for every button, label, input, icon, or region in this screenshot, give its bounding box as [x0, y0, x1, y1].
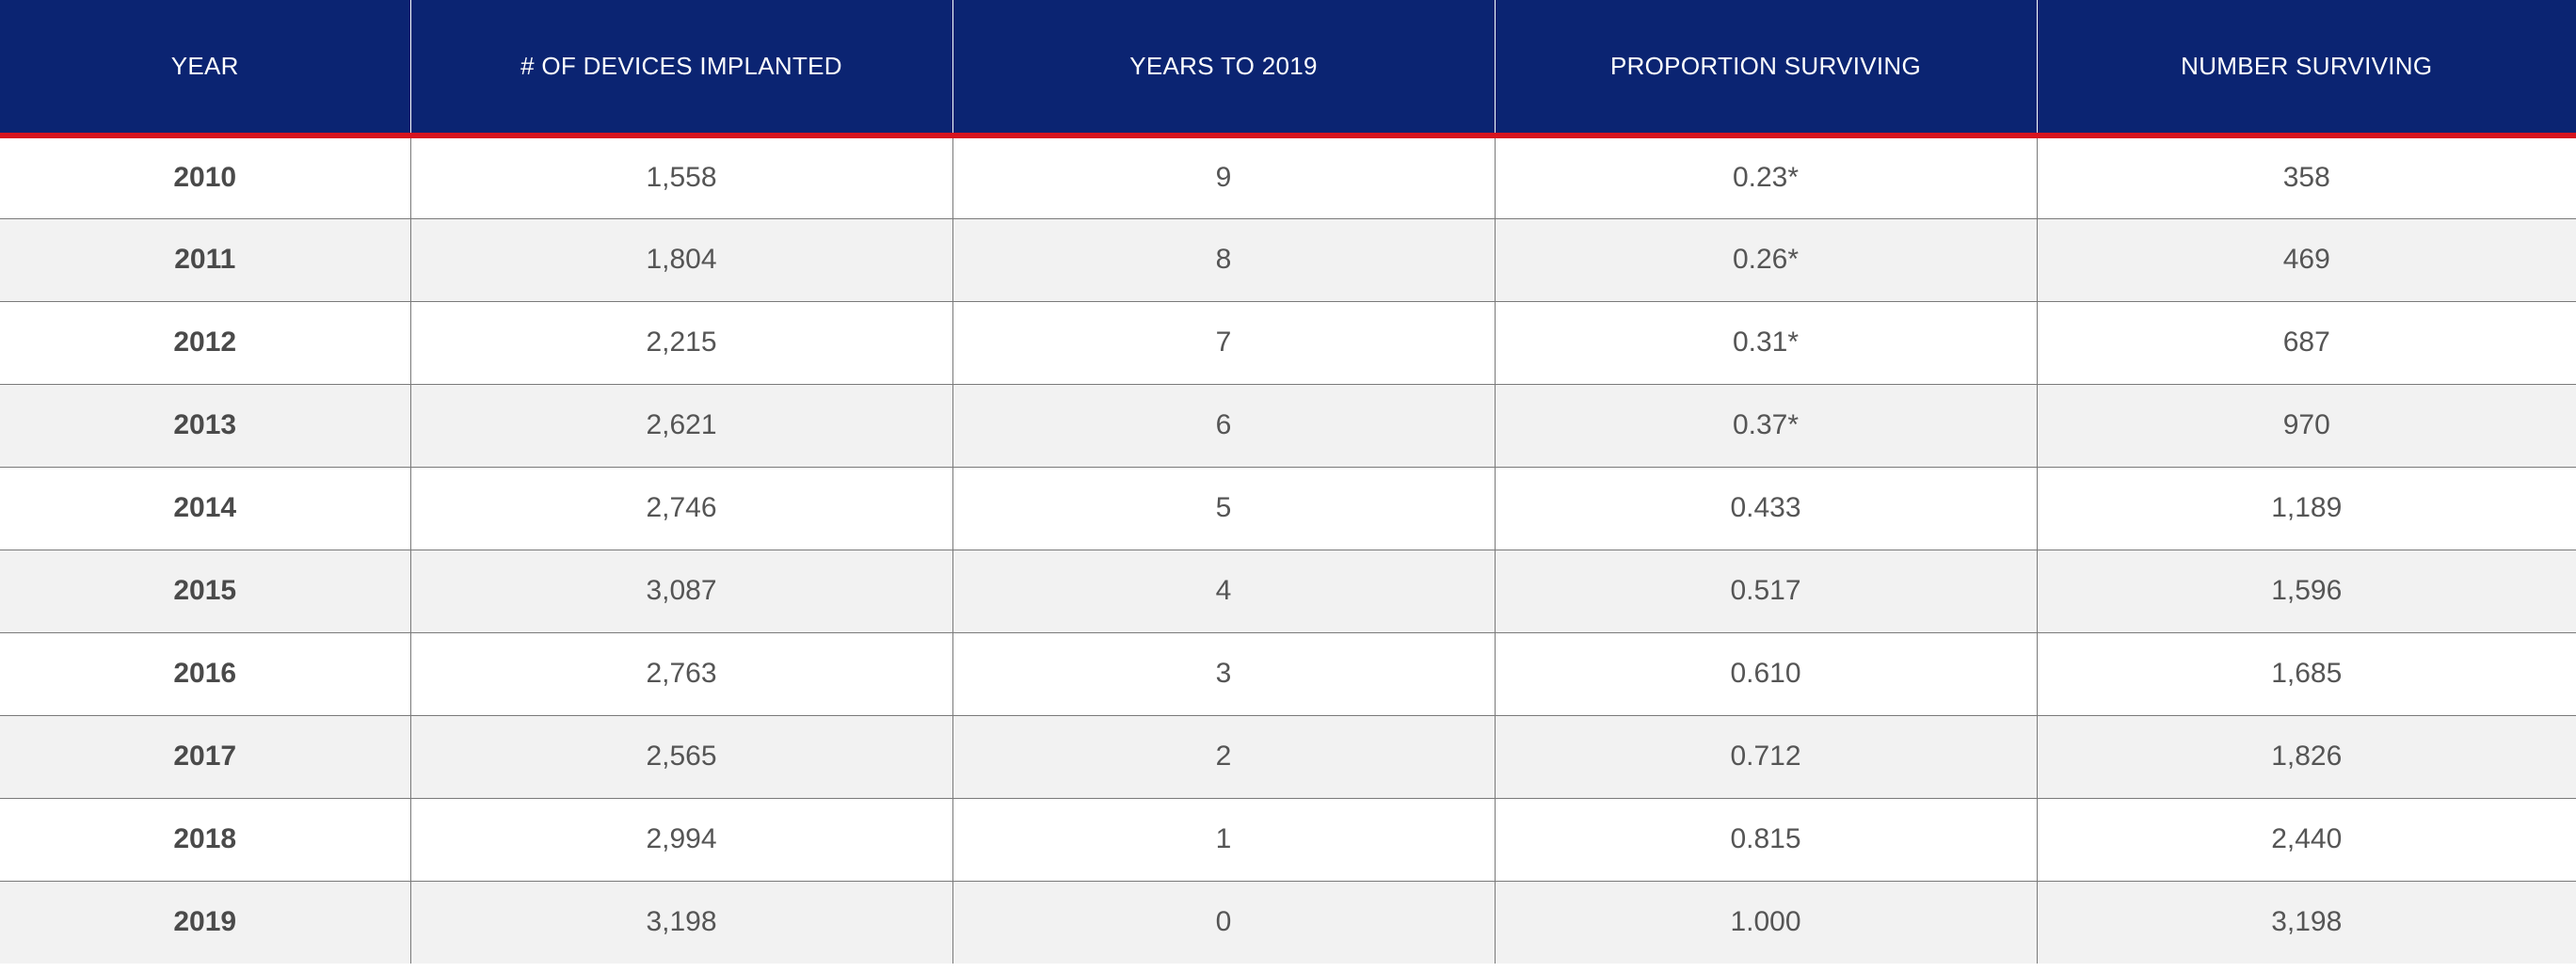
proportion-surviving-cell: 0.610	[1494, 632, 2037, 716]
years-to-2019-cell: 5	[952, 467, 1495, 550]
number-surviving-cell: 469	[2036, 218, 2576, 302]
years-to-2019-cell: 2	[952, 715, 1495, 799]
column-header-proportion-surviving: PROPORTION SURVIVING	[1494, 0, 2037, 138]
table-row: 2016 2,763 3 0.610 1,685	[0, 632, 2576, 716]
table-row: 2018 2,994 1 0.815 2,440	[0, 798, 2576, 882]
proportion-surviving-cell: 0.517	[1494, 550, 2037, 633]
devices-implanted-cell: 2,565	[409, 715, 952, 799]
year-cell: 2016	[0, 632, 410, 716]
proportion-surviving-cell: 0.23*	[1494, 135, 2037, 219]
table-row: 2010 1,558 9 0.23* 358	[0, 135, 2576, 219]
proportion-surviving-cell: 0.712	[1494, 715, 2037, 799]
column-header-year: YEAR	[0, 0, 410, 138]
years-to-2019-cell: 4	[952, 550, 1495, 633]
devices-implanted-cell: 1,804	[409, 218, 952, 302]
years-to-2019-cell: 0	[952, 881, 1495, 964]
year-cell: 2012	[0, 301, 410, 385]
table-row: 2013 2,621 6 0.37* 970	[0, 384, 2576, 468]
table-row: 2019 3,198 0 1.000 3,198	[0, 881, 2576, 964]
devices-implanted-cell: 2,746	[409, 467, 952, 550]
year-cell: 2011	[0, 218, 410, 302]
number-surviving-cell: 687	[2036, 301, 2576, 385]
years-to-2019-cell: 7	[952, 301, 1495, 385]
devices-implanted-cell: 3,087	[409, 550, 952, 633]
table-row: 2011 1,804 8 0.26* 469	[0, 218, 2576, 302]
year-cell: 2015	[0, 550, 410, 633]
number-surviving-cell: 358	[2036, 135, 2576, 219]
proportion-surviving-cell: 0.37*	[1494, 384, 2037, 468]
table-header: YEAR # OF DEVICES IMPLANTED YEARS TO 201…	[0, 0, 2576, 138]
year-cell: 2010	[0, 135, 410, 219]
devices-implanted-cell: 2,763	[409, 632, 952, 716]
table-body: 2010 1,558 9 0.23* 358 2011 1,804 8 0.26…	[0, 135, 2576, 964]
devices-implanted-cell: 3,198	[409, 881, 952, 964]
year-cell: 2018	[0, 798, 410, 882]
number-surviving-cell: 3,198	[2036, 881, 2576, 964]
devices-implanted-cell: 2,621	[409, 384, 952, 468]
devices-implanted-cell: 2,215	[409, 301, 952, 385]
header-row: YEAR # OF DEVICES IMPLANTED YEARS TO 201…	[0, 0, 2576, 138]
number-surviving-cell: 1,826	[2036, 715, 2576, 799]
number-surviving-cell: 1,189	[2036, 467, 2576, 550]
table-row: 2017 2,565 2 0.712 1,826	[0, 715, 2576, 799]
devices-implanted-cell: 2,994	[409, 798, 952, 882]
column-header-number-surviving: NUMBER SURVIVING	[2036, 0, 2576, 138]
years-to-2019-cell: 6	[952, 384, 1495, 468]
year-cell: 2019	[173, 906, 237, 938]
years-to-2019-cell: 1	[952, 798, 1495, 882]
proportion-surviving-cell: 0.31*	[1494, 301, 2037, 385]
number-surviving-cell: 2,440	[2036, 798, 2576, 882]
table-row: 2014 2,746 5 0.433 1,189	[0, 467, 2576, 550]
proportion-surviving-cell: 0.26*	[1494, 218, 2037, 302]
years-to-2019-cell: 8	[952, 218, 1495, 302]
column-header-years-to-2019: YEARS TO 2019	[952, 0, 1495, 138]
years-to-2019-cell: 9	[952, 135, 1495, 219]
year-cell: 2014	[0, 467, 410, 550]
table-row: 2012 2,215 7 0.31* 687	[0, 301, 2576, 385]
number-surviving-cell: 970	[2036, 384, 2576, 468]
proportion-surviving-cell: 0.433	[1494, 467, 2037, 550]
year-cell: 2013	[0, 384, 410, 468]
column-header-devices-implanted: # OF DEVICES IMPLANTED	[409, 0, 952, 138]
number-surviving-cell: 1,685	[2036, 632, 2576, 716]
proportion-surviving-cell: 0.815	[1494, 798, 2037, 882]
number-surviving-cell: 1,596	[2036, 550, 2576, 633]
year-cell: 2017	[0, 715, 410, 799]
years-to-2019-cell: 3	[952, 632, 1495, 716]
table-row: 2015 3,087 4 0.517 1,596	[0, 550, 2576, 633]
proportion-surviving-cell: 1.000	[1494, 881, 2037, 964]
devices-implanted-cell: 1,558	[409, 135, 952, 219]
